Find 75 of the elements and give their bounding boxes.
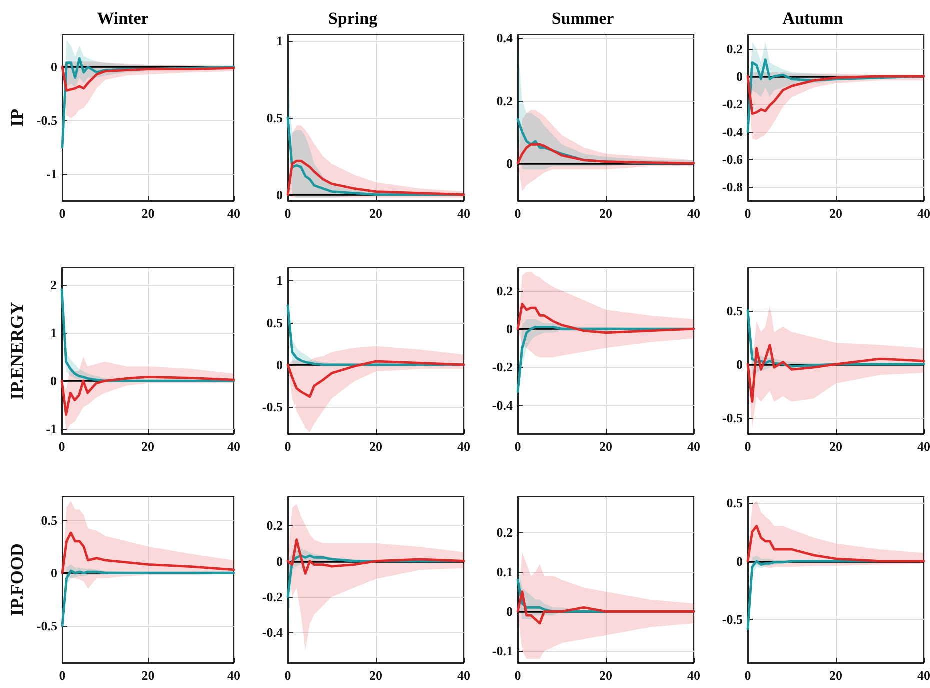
x-tick-label: 40 (228, 439, 240, 454)
x-tick-label: 20 (600, 206, 612, 221)
x-tick-label: 20 (830, 439, 842, 454)
x-tick-label: 40 (688, 439, 700, 454)
y-tick-label: -0.2 (492, 360, 513, 375)
y-tick-label: 0 (736, 69, 743, 84)
x-tick-label: 20 (600, 668, 612, 683)
chart-title: Winter (97, 9, 150, 28)
y-tick-label: -0.4 (722, 124, 744, 140)
y-tick-label: 0 (506, 322, 513, 337)
y-tick-label: 0 (736, 554, 743, 569)
x-tick-label: 20 (600, 439, 612, 454)
y-tick-label: -0.5 (262, 400, 284, 415)
x-tick-label: 40 (228, 206, 240, 221)
y-tick-label: -0.4 (492, 398, 514, 413)
x-tick-label: 40 (688, 206, 700, 221)
y-tick-label: -0.1 (492, 644, 513, 659)
y-tick-label: 0.2 (726, 41, 743, 56)
chart-title: Spring (328, 9, 378, 28)
x-tick-label: 20 (370, 439, 382, 454)
x-tick-label: 40 (458, 439, 470, 454)
y-tick-label: -1 (46, 422, 57, 437)
x-tick-label: 20 (830, 668, 842, 683)
y-tick-label: 0 (50, 566, 58, 581)
x-tick-label: 40 (918, 439, 930, 454)
x-tick-label: 40 (458, 668, 470, 683)
x-tick-label: 40 (688, 668, 700, 683)
x-tick-label: 40 (458, 206, 470, 221)
y-tick-label: 0 (276, 357, 283, 372)
y-tick-label: 0.5 (266, 110, 284, 126)
x-tick-label: 40 (228, 668, 240, 683)
y-tick-label: -0.6 (722, 152, 744, 167)
x-tick-label: 40 (918, 668, 930, 683)
x-tick-label: 20 (142, 206, 155, 221)
y-tick-label: 0.2 (496, 283, 513, 298)
y-tick-label: -1 (46, 166, 58, 182)
y-tick-label: 1 (276, 34, 283, 49)
y-tick-label: -0.2 (262, 589, 283, 604)
y-tick-label: 1 (276, 273, 283, 288)
y-tick-label: 2 (50, 277, 57, 292)
y-tick-label: -0.4 (262, 625, 284, 640)
y-tick-label: 0 (276, 187, 283, 202)
y-tick-label: 0.2 (496, 525, 513, 540)
x-tick-label: 20 (142, 439, 154, 454)
y-tick-label: 0.5 (41, 512, 58, 528)
y-tick-label: -0.5 (722, 410, 744, 426)
y-tick-label: 0 (276, 554, 283, 569)
y-tick-label: 0 (50, 374, 57, 389)
chart-title: Autumn (782, 9, 844, 28)
y-tick-label: 1 (50, 325, 57, 340)
y-tick-label: 0.5 (266, 315, 284, 330)
y-tick-label: 0.2 (266, 518, 283, 534)
y-axis-title: IP.ENERGY (7, 302, 27, 400)
y-tick-label: 0.1 (496, 564, 513, 580)
y-axis-title: IP (7, 108, 27, 127)
y-tick-label: 0 (50, 60, 58, 75)
x-tick-label: 20 (830, 206, 842, 221)
y-tick-label: 0.2 (496, 93, 513, 108)
y-axis-title: IP.FOOD (7, 544, 27, 616)
x-tick-label: 40 (918, 206, 930, 221)
x-tick-label: 20 (370, 206, 382, 221)
y-tick-label: 0.5 (726, 303, 744, 318)
y-tick-label: 0 (736, 356, 743, 372)
y-tick-label: 0 (506, 604, 513, 620)
y-tick-label: -0.8 (722, 180, 744, 195)
y-tick-label: 0 (506, 156, 513, 171)
y-tick-label: 0.4 (496, 30, 514, 46)
x-tick-label: 20 (142, 668, 155, 683)
y-tick-label: -0.5 (36, 618, 58, 634)
chart-title: Summer (552, 9, 615, 28)
y-tick-label: 0.5 (726, 495, 744, 510)
y-tick-label: -0.5 (36, 113, 58, 128)
y-tick-label: -0.5 (722, 612, 744, 628)
x-tick-label: 20 (370, 668, 382, 683)
y-tick-label: -0.2 (722, 96, 743, 112)
